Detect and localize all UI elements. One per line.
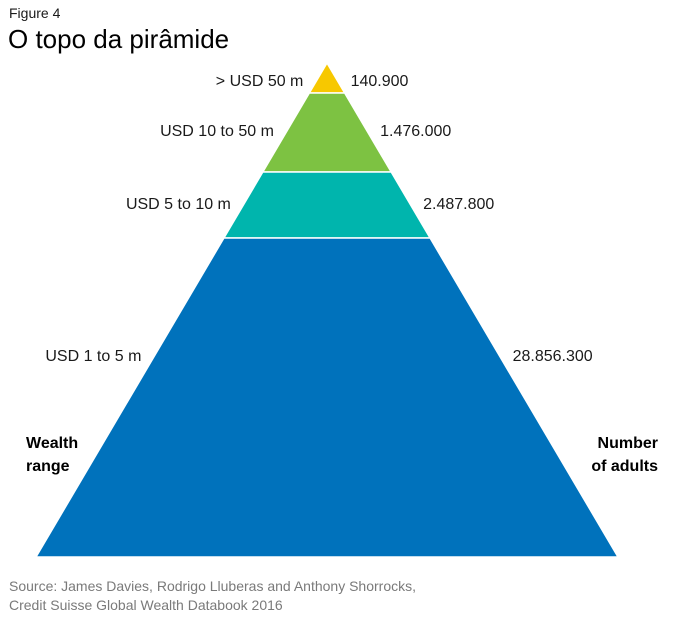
chart-title: O topo da pirâmide [8,24,230,54]
pyramid-tier-1 [308,61,346,94]
left-axis-label-line-2: range [26,458,70,475]
tier-adults-label-2: 1.476.000 [380,123,451,140]
pyramid-tier-3 [222,171,432,239]
pyramid-tier-4 [34,237,620,558]
left-axis-label-line-1: Wealth [26,435,78,452]
pyramid-tiers [34,61,620,558]
tier-adults-label-1: 140.900 [351,73,409,90]
source-line-2: Credit Suisse Global Wealth Databook 201… [9,597,283,613]
right-axis-label-line-1: Number [598,435,658,452]
tier-adults-label-4: 28.856.300 [513,348,593,365]
tier-range-label-2: USD 10 to 50 m [160,123,274,140]
tier-range-label-4: USD 1 to 5 m [45,348,141,365]
pyramid-tier-2 [261,92,393,173]
tier-range-label-3: USD 5 to 10 m [126,196,231,213]
source-note: Source: James Davies, Rodrigo Lluberas a… [9,577,416,615]
figure-label: Figure 4 [9,5,61,21]
source-line-1: Source: James Davies, Rodrigo Lluberas a… [9,578,416,594]
tier-adults-label-3: 2.487.800 [423,196,494,213]
right-axis-label-line-2: of adults [591,458,658,475]
pyramid-labels: > USD 50 m 140.900 USD 10 to 50 m 1.476.000… [45,73,592,365]
tier-range-label-1: > USD 50 m [216,73,304,90]
